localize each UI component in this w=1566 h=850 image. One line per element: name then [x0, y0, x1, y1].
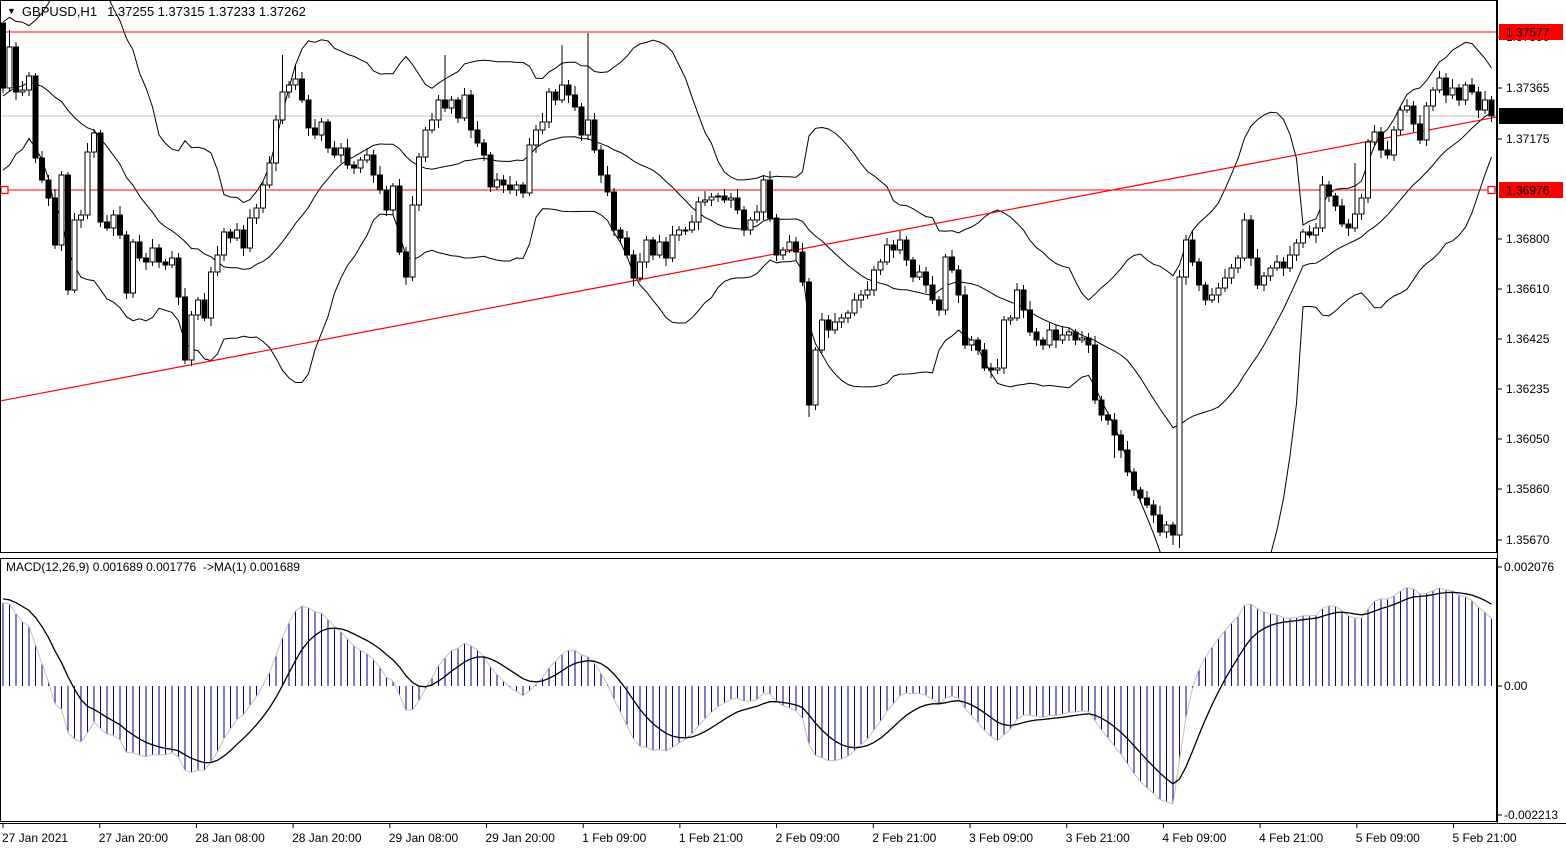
price-badge: [1499, 108, 1563, 124]
hline-handle-right[interactable]: [1487, 185, 1496, 195]
price-badge-label: 1.36976: [1506, 184, 1550, 198]
price-axis-label: 1.36050: [1506, 432, 1550, 446]
price-badge: [1499, 182, 1563, 198]
macd-indicator-label: MACD(12,26,9) 0.001689 0.001776 ->MA(1) …: [6, 560, 300, 574]
macd-ma1-line: [2, 586, 1492, 805]
price-axis-label: 1.36610: [1506, 282, 1550, 296]
time-axis-label: 4 Feb 09:00: [1162, 831, 1226, 845]
bollinger-bands: [2, 1, 1492, 552]
price-axis-label: 1.35860: [1506, 482, 1550, 496]
bollinger-upper-band: [2, 1, 1492, 301]
time-axis-label: 28 Jan 08:00: [195, 831, 265, 845]
time-axis[interactable]: 27 Jan 2021 27 Jan 20:00 28 Jan 08:00 28 Ja…: [2, 823, 1517, 845]
time-axis-label: 28 Jan 20:00: [292, 831, 362, 845]
time-axis-label: 3 Feb 21:00: [1066, 831, 1130, 845]
time-axis-label: 1 Feb 09:00: [582, 831, 646, 845]
price-axis-label: 1.37175: [1506, 132, 1550, 146]
macd-axis-label: 0.00: [1504, 679, 1528, 693]
price-axis-label: 1.36425: [1506, 332, 1550, 346]
bollinger-lower-band: [2, 137, 1492, 552]
macd-ma-label: ->MA(1): [202, 560, 247, 574]
time-axis-label: 27 Jan 20:00: [99, 831, 169, 845]
macd-histogram: [2, 587, 1492, 804]
chart-title: ▼ GBPUSD,H1 1.37255 1.37315 1.37233 1.3726…: [7, 4, 306, 19]
macd-signal-value: 0.001776: [146, 560, 197, 574]
price-axis-label: 1.36800: [1506, 232, 1550, 246]
time-axis-label: 2 Feb 09:00: [776, 831, 840, 845]
time-axis-label: 4 Feb 21:00: [1259, 831, 1323, 845]
time-axis-label: 3 Feb 09:00: [969, 831, 1033, 845]
macd-axis[interactable]: 0.002076 0.00 -0.002213: [1497, 560, 1558, 822]
candlestick-series: [1, 22, 1495, 548]
time-axis-label: 27 Jan 2021: [2, 831, 68, 845]
time-axis-label: 5 Feb 21:00: [1453, 831, 1517, 845]
price-axis-label: 1.35670: [1506, 533, 1550, 547]
macd-signal-line: [2, 591, 1492, 785]
time-axis-label: 2 Feb 21:00: [872, 831, 936, 845]
macd-axis-label: -0.002213: [1504, 808, 1558, 822]
macd-panel-frame: [0, 558, 1497, 822]
price-axis-label: 1.36235: [1506, 382, 1550, 396]
price-badge-label: 1.37262: [1506, 110, 1550, 124]
price-axis[interactable]: 1.375501.373651.371751.368001.366101.364…: [1497, 24, 1563, 547]
price-badge-label: 1.37577: [1506, 26, 1550, 40]
macd-name: MACD(12,26,9): [6, 560, 90, 574]
main-price-panel[interactable]: [0, 0, 1497, 613]
main-panel-frame: [0, 0, 1497, 553]
ascending-trendline[interactable]: [0, 116, 1497, 402]
macd-ma-value: 0.001689: [249, 560, 300, 574]
time-axis-label: 29 Jan 08:00: [389, 831, 459, 845]
time-axis-label: 5 Feb 09:00: [1356, 831, 1420, 845]
macd-axis-label: 0.002076: [1504, 560, 1554, 574]
hline-handle-left[interactable]: [0, 185, 9, 195]
time-axis-label: 1 Feb 21:00: [679, 831, 743, 845]
ohlc-values: 1.37255 1.37315 1.37233 1.37262: [107, 4, 306, 19]
time-axis-label: 29 Jan 20:00: [486, 831, 556, 845]
price-badge: [1499, 24, 1563, 40]
bollinger-middle-band: [2, 81, 1492, 429]
macd-main-value: 0.001689: [92, 560, 143, 574]
symbol-period-label: GBPUSD,H1: [21, 4, 98, 19]
price-axis-label: 1.37365: [1506, 81, 1550, 95]
symbol-marker-icon[interactable]: ▼: [7, 6, 16, 16]
macd-panel[interactable]: [2, 586, 1492, 805]
